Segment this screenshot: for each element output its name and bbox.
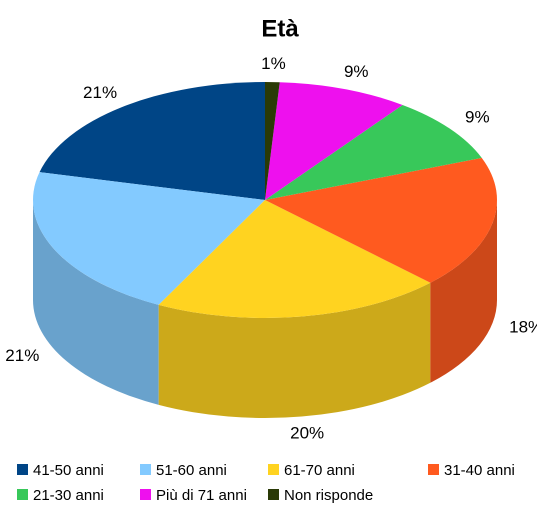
data-label: 21% — [5, 346, 39, 365]
pie-slice — [265, 104, 482, 200]
pie-slice — [158, 200, 431, 318]
legend-label: 31-40 anni — [444, 462, 515, 479]
legend-swatch — [428, 464, 439, 475]
pie-slice — [265, 82, 403, 200]
legend-label: 21-30 anni — [33, 487, 104, 504]
data-label: 9% — [344, 62, 369, 81]
legend-swatch — [17, 464, 28, 475]
pie-slice — [39, 82, 265, 200]
data-label: 18% — [509, 317, 537, 336]
legend-label: 51-60 anni — [156, 462, 227, 479]
data-label: 9% — [465, 107, 490, 126]
legend-label: 61-70 anni — [284, 462, 355, 479]
pie-slice — [265, 82, 280, 200]
legend-swatch — [140, 464, 151, 475]
legend-label: Più di 71 anni — [156, 487, 247, 504]
pie-side — [158, 282, 431, 418]
legend-swatch — [268, 489, 279, 500]
data-label: 1% — [261, 54, 286, 73]
legend-swatch — [17, 489, 28, 500]
data-label: 21% — [83, 83, 117, 102]
legend-swatch — [268, 464, 279, 475]
chart-title: Età — [261, 15, 299, 42]
pie-side — [33, 200, 159, 405]
legend-swatch — [140, 489, 151, 500]
legend-label: 41-50 anni — [33, 462, 104, 479]
data-label: 20% — [290, 423, 324, 442]
legend-label: Non risponde — [284, 487, 373, 504]
pie-slice — [33, 172, 265, 305]
pie-side — [430, 200, 497, 383]
pie-slice — [265, 157, 497, 283]
